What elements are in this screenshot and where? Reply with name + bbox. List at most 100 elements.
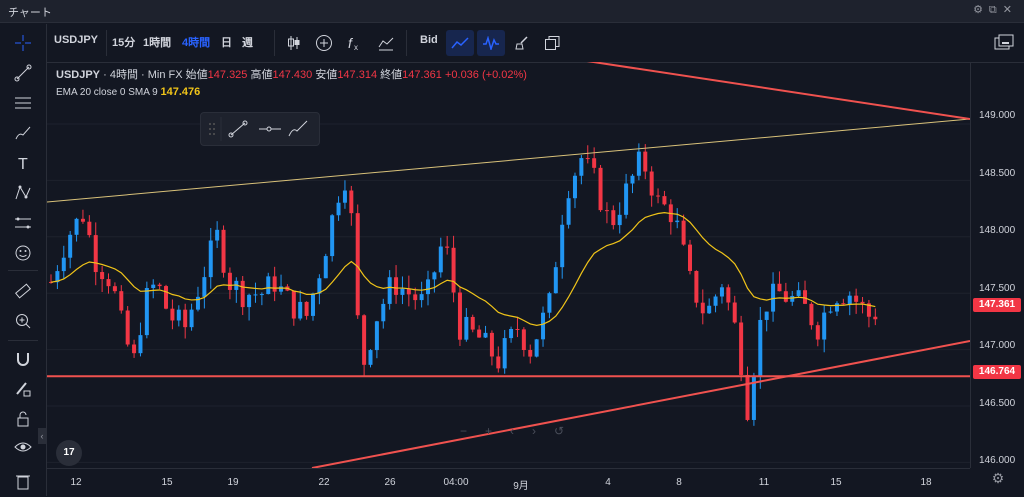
brush-tool[interactable] bbox=[12, 122, 34, 144]
candle-body bbox=[771, 283, 776, 312]
crosshair-tool[interactable] bbox=[12, 32, 34, 54]
candle-body bbox=[368, 350, 373, 365]
candle-body bbox=[266, 276, 271, 295]
candle-body bbox=[336, 202, 341, 216]
price-type-button[interactable]: Bid bbox=[420, 34, 438, 46]
candle-body bbox=[604, 210, 609, 212]
price-axis[interactable]: 149.000 148.500 148.000 147.500 147.000 … bbox=[970, 62, 1024, 468]
pattern-tool[interactable] bbox=[12, 182, 34, 204]
wave-style-button[interactable] bbox=[477, 30, 505, 56]
magnet-icon bbox=[17, 353, 29, 366]
text-tool[interactable]: T bbox=[12, 152, 34, 174]
drawing-toolbar: T bbox=[0, 24, 47, 496]
horizontal-lines-tool[interactable] bbox=[12, 92, 34, 114]
chart-pane[interactable] bbox=[46, 57, 971, 469]
candle-body bbox=[106, 279, 111, 287]
alert-chart-button[interactable] bbox=[372, 30, 400, 56]
candle-body bbox=[227, 272, 232, 290]
candle-body bbox=[61, 257, 66, 272]
candle-body bbox=[834, 303, 839, 312]
price-tick: 148.000 bbox=[979, 225, 1016, 236]
floating-drawing-bar bbox=[200, 112, 320, 146]
horizontal-ray-icon bbox=[259, 126, 281, 132]
delete-tool[interactable] bbox=[12, 470, 34, 492]
candle-body bbox=[534, 339, 539, 357]
svg-text:x: x bbox=[354, 43, 358, 52]
emoji-tool[interactable] bbox=[12, 242, 34, 264]
add-compare-button[interactable] bbox=[310, 30, 338, 56]
candle-body bbox=[176, 309, 181, 321]
candle-body bbox=[304, 301, 309, 316]
interval-day[interactable]: 日 bbox=[221, 37, 232, 49]
candle-body bbox=[164, 286, 169, 309]
candle-body bbox=[419, 294, 424, 301]
lock-drawing-tool[interactable] bbox=[12, 378, 34, 400]
candle-body bbox=[189, 309, 194, 328]
time-tick: 15 bbox=[830, 477, 842, 488]
time-axis[interactable]: 12 15 19 22 26 04:00 9月 4 8 11 15 18 bbox=[47, 468, 970, 497]
candle-body bbox=[592, 158, 597, 168]
candle-body bbox=[841, 303, 846, 305]
brush-button[interactable] bbox=[508, 30, 536, 56]
window-controls[interactable]: ⚙⧉✕ bbox=[973, 4, 1018, 16]
symbol-button[interactable]: USDJPY bbox=[54, 34, 99, 46]
candle-body bbox=[272, 276, 277, 292]
screenshot-button[interactable] bbox=[990, 30, 1018, 56]
candle-body bbox=[509, 328, 514, 339]
candle-body bbox=[387, 277, 392, 304]
candle-body bbox=[349, 190, 354, 214]
triangle-upper-line bbox=[566, 57, 971, 120]
legend-open: 147.325 bbox=[207, 69, 248, 81]
plus-circle-icon bbox=[316, 35, 332, 51]
candlestick-chart[interactable] bbox=[46, 57, 971, 469]
wave-icon bbox=[483, 36, 499, 50]
lock-tool[interactable] bbox=[12, 408, 34, 430]
candle-body bbox=[259, 294, 264, 296]
price-tick: 148.500 bbox=[979, 168, 1016, 179]
legend-low-label: 安値 bbox=[315, 69, 338, 81]
interval-1h[interactable]: 1時間 bbox=[143, 37, 172, 49]
candle-body bbox=[803, 290, 808, 304]
candle-body bbox=[866, 303, 871, 317]
candle-body bbox=[809, 303, 814, 326]
ruler-icon bbox=[15, 283, 31, 299]
candle-style-button[interactable] bbox=[280, 30, 308, 56]
brush-icon bbox=[288, 120, 308, 137]
collapse-toolbar-button[interactable]: ‹ bbox=[38, 428, 46, 444]
candle-body bbox=[560, 224, 565, 268]
legend-symbol[interactable]: USDJPY bbox=[56, 69, 101, 81]
chart-settings-icon[interactable]: ⚙ bbox=[991, 470, 1005, 486]
visibility-tool[interactable] bbox=[12, 436, 34, 458]
measure-lines-tool[interactable] bbox=[12, 212, 34, 234]
line-price-tag: 146.764 bbox=[973, 365, 1021, 379]
time-tick: 18 bbox=[920, 477, 932, 488]
candle-body bbox=[585, 158, 590, 160]
candle-body bbox=[579, 158, 584, 176]
candle-body bbox=[68, 234, 73, 258]
ruler-tool[interactable] bbox=[12, 280, 34, 302]
candle-body bbox=[796, 290, 801, 296]
trend-line-tool[interactable] bbox=[12, 62, 34, 84]
layout-button[interactable] bbox=[538, 30, 566, 56]
zoom-in-tool[interactable] bbox=[12, 310, 34, 332]
magnet-tool[interactable] bbox=[12, 348, 34, 370]
toolbar-divider bbox=[406, 30, 407, 56]
candle-body bbox=[713, 296, 718, 306]
indicator-legend[interactable]: EMA 20 close 0 SMA 9 147.476 bbox=[56, 86, 200, 98]
triangle-lower-line bbox=[311, 340, 971, 469]
interval-15m[interactable]: 15分 bbox=[112, 37, 136, 49]
interval-week[interactable]: 週 bbox=[242, 37, 253, 49]
replay-controls[interactable]: −+‹›↺ bbox=[460, 424, 583, 438]
candle-body bbox=[547, 293, 552, 313]
candle-body bbox=[195, 296, 200, 310]
candle-body bbox=[74, 218, 79, 235]
candle-body bbox=[726, 287, 731, 303]
trash-icon bbox=[16, 475, 30, 490]
line-style-button[interactable] bbox=[446, 30, 474, 56]
candle-body bbox=[202, 277, 207, 297]
candle-body bbox=[87, 221, 92, 236]
interval-4h[interactable]: 4時間 bbox=[182, 37, 211, 49]
candle-body bbox=[751, 376, 756, 420]
legend-close-label: 終値 bbox=[380, 69, 403, 81]
